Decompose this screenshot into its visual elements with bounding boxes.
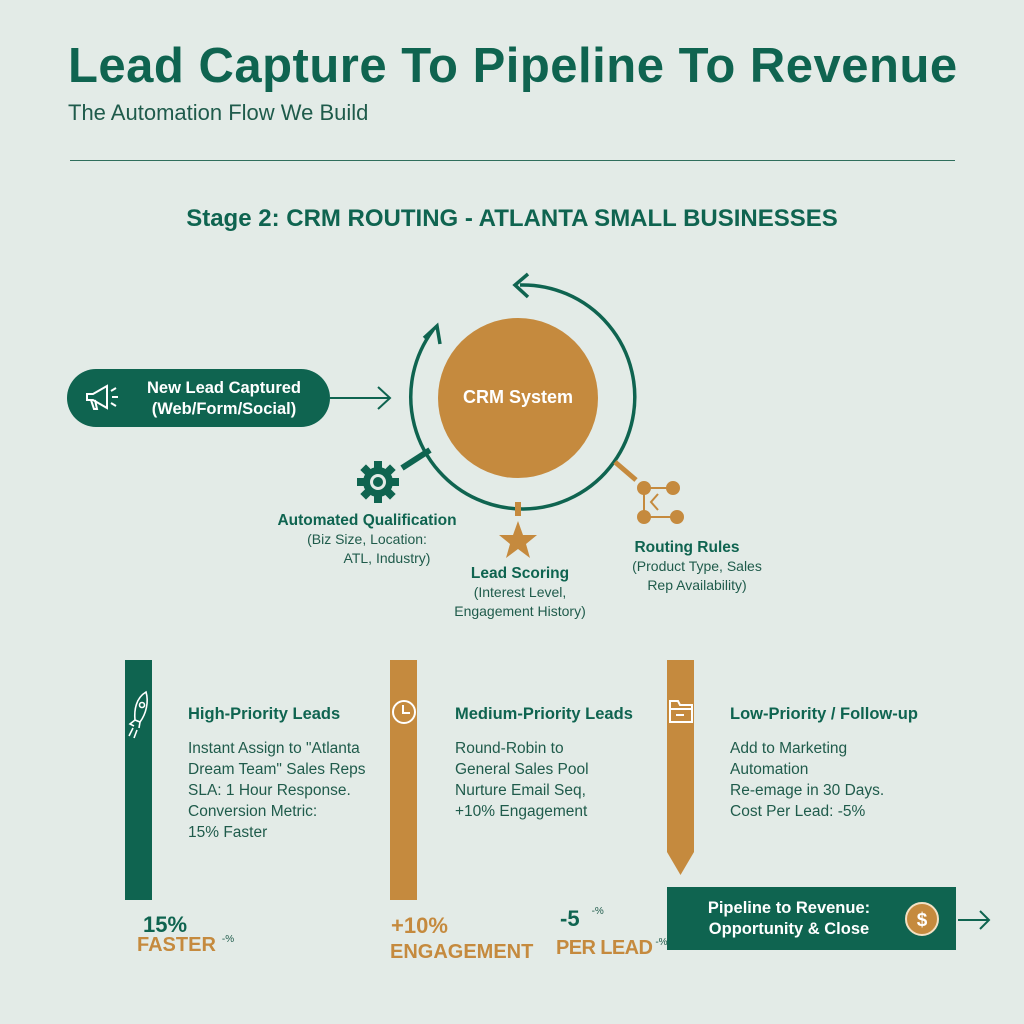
step-detail: (Interest Level, [473,584,567,600]
tier-line: Dream Team" Sales Reps [188,761,366,778]
tier-line: Nurture Email Seq, [455,782,586,799]
stat-high-sup: -% [221,934,235,945]
tier-line: SLA: 1 Hour Response. [188,782,351,799]
pipeline-revenue-node: Pipeline to Revenue: Opportunity & Close … [667,887,956,950]
star-icon [499,521,537,558]
tier-line: General Sales Pool [455,761,589,778]
tier-high: High-Priority Leads Instant Assign to "A… [188,705,366,843]
step-detail: Engagement History) [454,603,586,619]
stat-low-caption-group: PER LEAD -% [556,937,668,960]
tier-title: Low-Priority / Follow-up [730,705,918,723]
step-qualification: Automated Qualification (Biz Size, Locat… [257,511,477,568]
step-scoring: Lead Scoring (Interest Level, Engagement… [420,564,620,621]
folder-icon [669,700,693,723]
output-arrow [958,910,991,930]
stat-low-caption-sup: -% [655,937,668,948]
step-routing: Routing Rules (Product Type, Sales Rep A… [597,538,797,595]
page-title: Lead Capture To Pipeline To Revenue [68,39,958,93]
input-line1: New Lead Captured [146,379,302,397]
step-title: Lead Scoring [470,565,570,582]
step-detail: (Product Type, Sales [632,558,762,574]
stat-low-sup: -% [591,906,604,917]
page-subtitle: The Automation Flow We Build [68,100,369,125]
tier-line: Conversion Metric: [188,803,318,820]
tier-line: Automation [730,761,809,778]
tier-line: Round-Robin to [455,740,564,757]
tier-title: Medium-Priority Leads [455,705,633,723]
stat-high: 15% [143,912,188,937]
tier-line: +10% Engagement [455,803,588,820]
tier-line: Instant Assign to "Atlanta [188,740,360,757]
stat-low-group: -5 -% [560,906,604,932]
tier-line: 15% Faster [188,824,268,841]
input-arrow [330,386,392,410]
tier-line: Cost Per Lead: -5% [730,803,866,820]
svg-text:$: $ [917,910,928,931]
step-detail: Rep Availability) [647,577,747,593]
input-line2: (Web/Form/Social) [151,400,297,418]
tier-line: Re-emage in 30 Days. [730,782,885,799]
step-detail: ATL, Industry) [343,550,431,566]
divider [70,160,955,161]
stat-low-caption: PER LEAD [556,937,653,959]
output-line1: Pipeline to Revenue: [707,899,871,917]
stat-high-caption-group: FASTER -% [137,934,234,957]
rocket-icon [128,690,148,739]
tier-medium: Medium-Priority Leads Round-Robin to Gene… [455,705,633,822]
stat-medium-caption: ENGAGEMENT [390,941,534,963]
connector [613,460,638,482]
megaphone-icon [86,384,118,410]
tier-title: High-Priority Leads [188,705,341,723]
network-icon [637,481,684,524]
connector [400,447,432,471]
tier-low: Low-Priority / Follow-up Add to Marketin… [730,705,918,822]
stage-title: Stage 2: CRM ROUTING - ATLANTA SMALL BUS… [186,205,838,232]
tier-bar-low [667,660,694,875]
new-lead-node: New Lead Captured (Web/Form/Social) [67,369,330,427]
cycle-ring [409,272,637,511]
step-title: Routing Rules [634,539,740,556]
dollar-icon: $ [905,902,939,936]
output-line2: Opportunity & Close [708,920,870,938]
tier-line: Add to Marketing [730,740,848,757]
gear-icon [357,461,399,503]
tier-bar-medium [390,660,417,900]
step-detail: (Biz Size, Location: [307,531,427,547]
step-title: Automated Qualification [277,512,457,529]
crm-hub-label: CRM System [462,387,574,407]
stat-medium: +10% [391,913,448,938]
clock-icon [392,700,416,724]
stat-high-caption: FASTER [137,934,216,956]
crm-hub [438,318,598,478]
stat-low: -5 [560,906,580,931]
